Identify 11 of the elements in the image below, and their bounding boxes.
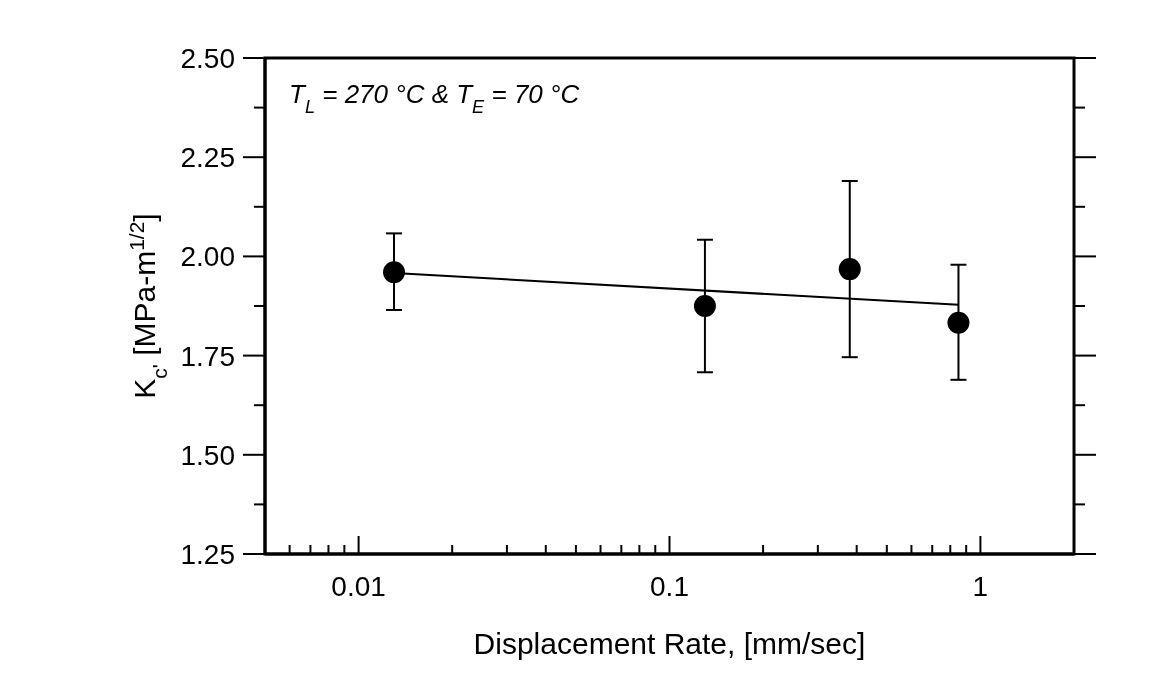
x-tick-label: 0.01	[331, 571, 386, 602]
x-tick-label: 1	[972, 571, 989, 602]
y-tick-label: 1.25	[180, 539, 235, 570]
y-tick-label: 2.00	[180, 241, 235, 273]
x-tick-label: 0.1	[650, 571, 689, 602]
annotation: T$_{L}$ = 270 °C & T$_{E}$ = 70 °C	[289, 79, 580, 117]
y-tick-label: 1.50	[180, 439, 235, 471]
y-tick-label: 1.75	[180, 340, 235, 372]
y-tick-label: 2.50	[180, 43, 235, 74]
y-tick-label: 2.25	[180, 142, 235, 174]
x-axis-title: Displacement Rate, [mm/sec]	[473, 627, 866, 660]
